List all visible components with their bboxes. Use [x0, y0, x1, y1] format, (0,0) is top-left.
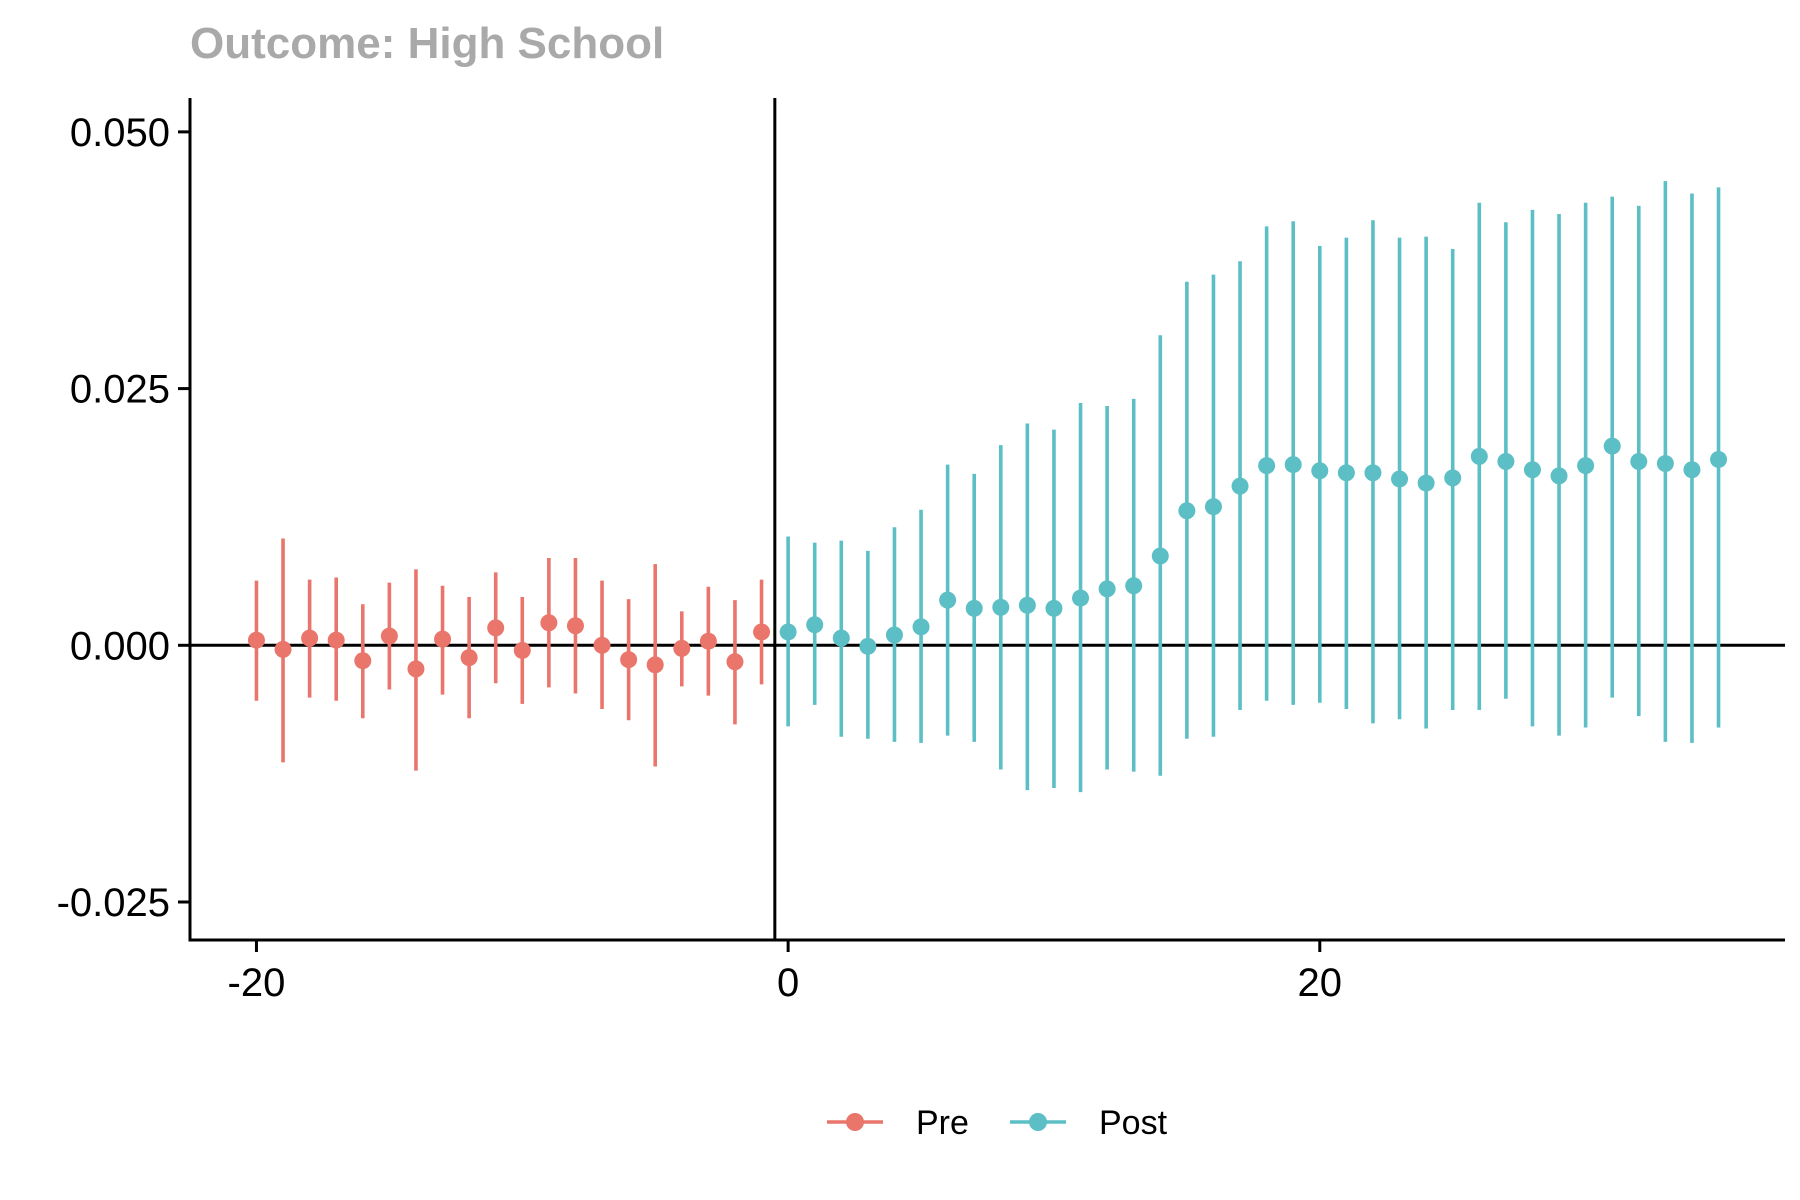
point-post	[1178, 502, 1196, 520]
plot-area: -0.025 0.000 0.025 0.050 -20 0 20	[57, 98, 1785, 1005]
y-tick-label: 0.050	[70, 111, 170, 155]
point-pre	[434, 630, 452, 648]
y-tick-label: 0.025	[70, 368, 170, 412]
y-tick-label: -0.025	[57, 881, 170, 925]
point-post	[1550, 467, 1568, 485]
point-post	[1231, 477, 1249, 495]
point-post	[912, 618, 930, 636]
point-post	[1204, 498, 1222, 516]
point-post	[1656, 455, 1674, 473]
point-pre	[753, 623, 771, 641]
legend-label-pre: Pre	[916, 1104, 969, 1142]
point-post	[1258, 457, 1276, 475]
point-post	[885, 626, 903, 644]
point-post	[1072, 589, 1090, 607]
point-post	[1683, 461, 1701, 479]
point-post	[992, 598, 1010, 616]
point-post	[832, 629, 850, 647]
point-pre	[699, 632, 717, 650]
legend-key-point-post	[1029, 1113, 1047, 1131]
point-post	[1417, 474, 1435, 492]
point-pre	[354, 652, 372, 670]
point-pre	[487, 619, 505, 637]
point-pre	[380, 627, 398, 645]
point-pre	[566, 617, 584, 635]
point-post	[779, 623, 797, 641]
point-pre	[327, 631, 345, 649]
point-post	[1311, 462, 1329, 480]
point-post	[1018, 596, 1036, 614]
point-post	[1630, 452, 1648, 470]
point-post	[1470, 447, 1488, 465]
x-tick-label: -20	[228, 961, 286, 1005]
point-post	[1364, 464, 1382, 482]
point-pre	[593, 636, 611, 654]
legend-label-post: Post	[1099, 1104, 1168, 1142]
point-pre	[301, 629, 319, 647]
point-post	[1710, 450, 1728, 468]
point-post	[1577, 457, 1595, 475]
legend-key-point-pre	[846, 1113, 864, 1131]
point-pre	[673, 639, 691, 657]
point-post	[1391, 470, 1409, 488]
point-post	[1045, 599, 1063, 617]
point-pre	[513, 641, 531, 659]
x-tick-label: 0	[777, 961, 799, 1005]
point-post	[1444, 469, 1462, 487]
point-post	[939, 591, 957, 609]
point-post	[1151, 547, 1169, 565]
point-pre	[247, 631, 265, 649]
legend-item-post: Post	[1010, 1104, 1168, 1142]
point-post	[1497, 452, 1515, 470]
chart-title: Outcome: High School	[190, 19, 664, 68]
series-pre	[247, 538, 771, 771]
point-post	[1523, 461, 1541, 479]
point-post	[1125, 577, 1143, 595]
point-pre	[646, 656, 664, 674]
point-pre	[274, 640, 292, 658]
point-pre	[620, 651, 638, 669]
point-post	[1284, 456, 1302, 474]
series-post	[779, 181, 1728, 793]
point-post	[859, 637, 877, 655]
legend: Pre Post	[827, 1104, 1168, 1142]
point-pre	[407, 660, 425, 678]
legend-item-pre: Pre	[827, 1104, 969, 1142]
point-pre	[460, 649, 478, 667]
point-pre	[726, 653, 744, 671]
point-post	[806, 616, 824, 634]
y-tick-label: 0.000	[70, 624, 170, 668]
point-post	[1603, 437, 1621, 455]
point-post	[1098, 580, 1116, 598]
point-post	[965, 599, 983, 617]
x-tick-label: 20	[1298, 961, 1343, 1005]
point-pre	[540, 614, 558, 632]
point-post	[1337, 464, 1355, 482]
